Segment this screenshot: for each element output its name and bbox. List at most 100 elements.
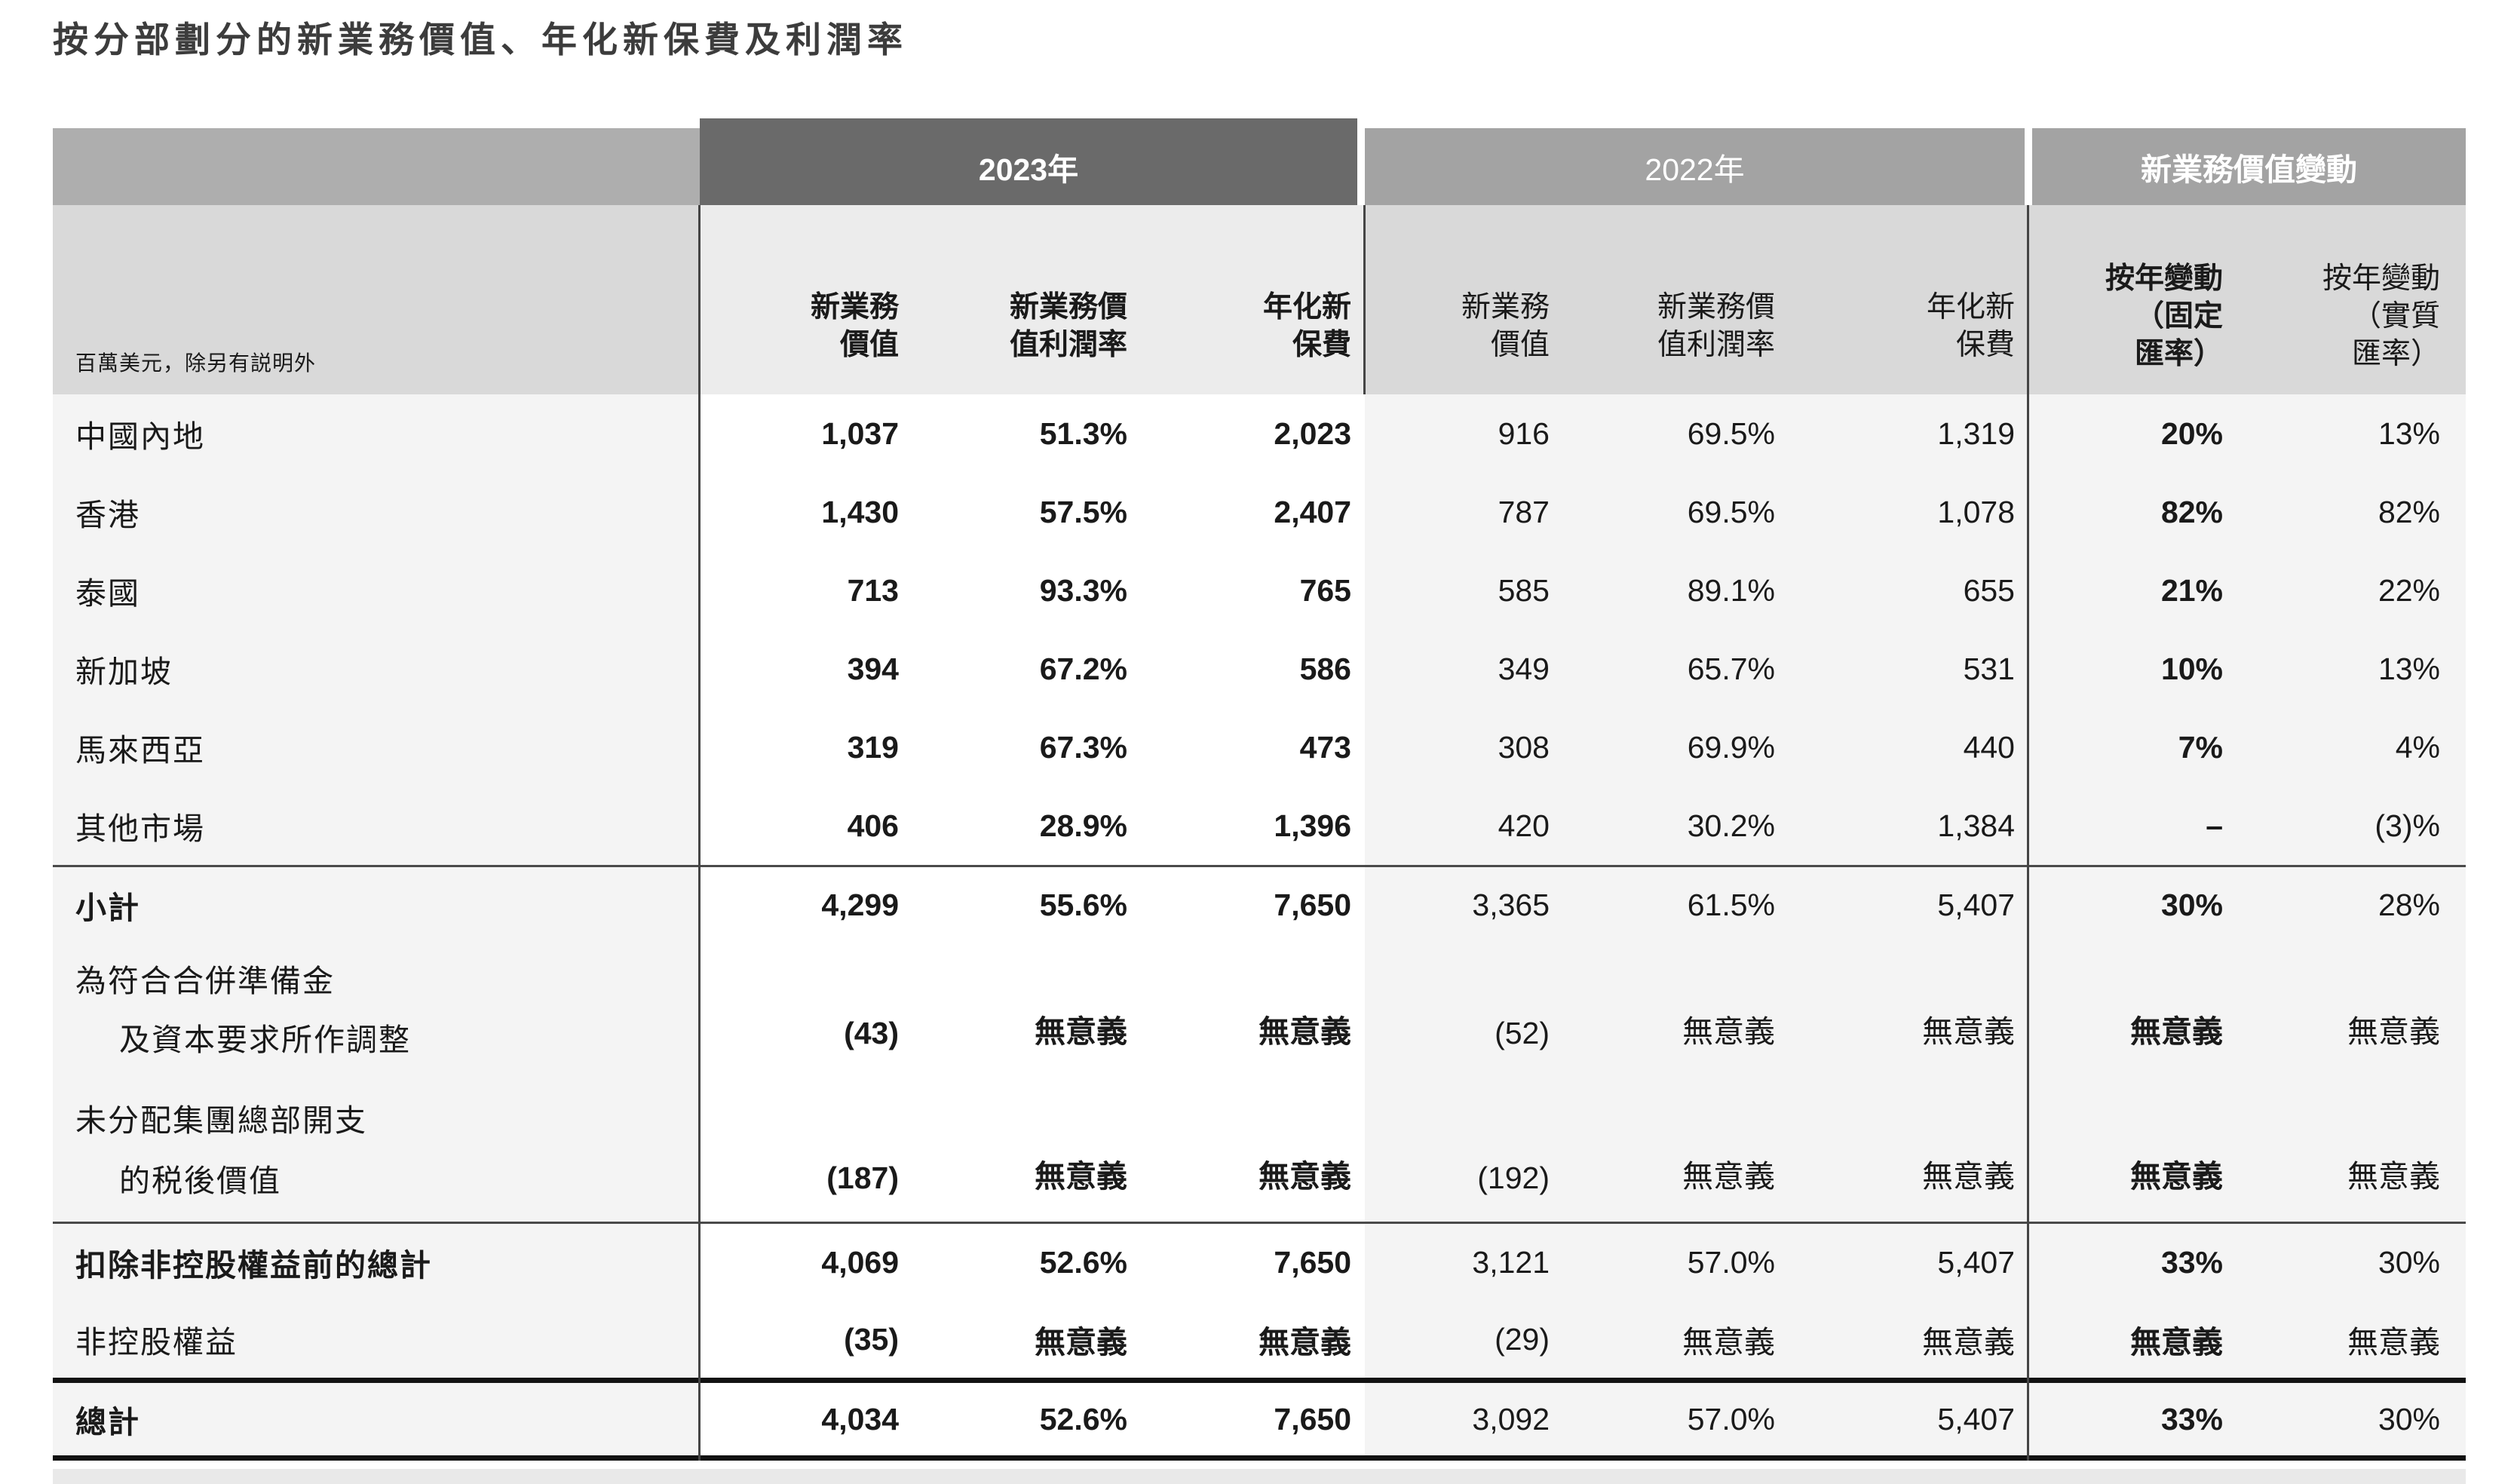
- row-label: 非控股權益: [53, 1301, 700, 1378]
- value-cell: 30%: [2028, 867, 2237, 943]
- value-cell: 5,407: [1789, 1383, 2028, 1455]
- column-divider: [2027, 205, 2029, 1461]
- value-cell: 69.9%: [1563, 708, 1789, 786]
- value-cell: 440: [1789, 708, 2028, 786]
- value-cell: 69.5%: [1563, 473, 1789, 551]
- table-row-total-before-nci: 扣除非控股權益前的總計 4,069 52.6% 7,650 3,121 57.0…: [53, 1224, 2466, 1301]
- value-cell: 916: [1365, 394, 1563, 473]
- col-group-2023: 2023年: [700, 118, 1357, 205]
- row-divider: [53, 865, 2466, 867]
- value-cell: 655: [1789, 551, 2028, 630]
- row-label: 馬來西亞: [53, 708, 700, 786]
- row-label: 泰國: [53, 551, 700, 630]
- value-cell: 20%: [2028, 394, 2237, 473]
- value-cell: 13%: [2237, 630, 2466, 708]
- value-cell: 52.6%: [912, 1224, 1141, 1301]
- value-cell: 13%: [2237, 394, 2466, 473]
- table-row-subtotal: 小計 4,299 55.6% 7,650 3,365 61.5% 5,407 3…: [53, 867, 2466, 943]
- value-cell: 319: [700, 708, 912, 786]
- value-cell: 4,069: [700, 1224, 912, 1301]
- row-label: 扣除非控股權益前的總計: [53, 1224, 700, 1301]
- row-label: 其他市場: [53, 786, 700, 865]
- value-cell: 765: [1141, 551, 1365, 630]
- value-cell: 4,299: [700, 867, 912, 943]
- value-cell: 93.3%: [912, 551, 1141, 630]
- table-row-nci: 非控股權益 (35) 無意義 無意義 (29) 無意義 無意義 無意義 無意義: [53, 1301, 2466, 1378]
- value-cell: 713: [700, 551, 912, 630]
- value-cell: 1,319: [1789, 394, 2028, 473]
- value-cell: 473: [1141, 708, 1365, 786]
- value-cell: 420: [1365, 786, 1563, 865]
- value-cell: 5,407: [1789, 1224, 2028, 1301]
- value-cell: 無意義: [2237, 943, 2466, 1071]
- value-cell: 無意義: [1563, 943, 1789, 1071]
- value-cell: 1,078: [1789, 473, 2028, 551]
- value-cell: 67.3%: [912, 708, 1141, 786]
- value-cell: 308: [1365, 708, 1563, 786]
- value-cell: –: [2028, 786, 2237, 865]
- value-cell: (43): [700, 943, 912, 1071]
- value-cell: 無意義: [1563, 1071, 1789, 1222]
- bottom-band: [53, 1469, 2466, 1484]
- value-cell: 52.6%: [912, 1383, 1141, 1455]
- value-cell: 531: [1789, 630, 2028, 708]
- value-cell: 55.6%: [912, 867, 1141, 943]
- table-row-malaysia: 馬來西亞 319 67.3% 473 308 69.9% 440 7% 4%: [53, 708, 2466, 786]
- value-cell: 1,430: [700, 473, 912, 551]
- table-row-unallocated-expenses: 未分配集團總部開支 的税後價值 (187) 無意義 無意義 (192) 無意義 無…: [53, 1071, 2466, 1222]
- value-cell: 5,407: [1789, 867, 2028, 943]
- value-cell: 無意義: [1141, 943, 1365, 1071]
- value-cell: 無意義: [1789, 1071, 2028, 1222]
- value-cell: (35): [700, 1301, 912, 1378]
- total-rule-bottom: [53, 1455, 2466, 1461]
- value-cell: 7,650: [1141, 1224, 1365, 1301]
- value-cell: 61.5%: [1563, 867, 1789, 943]
- value-cell: 無意義: [2237, 1071, 2466, 1222]
- column-header-yoy-aer: 按年變動 （實質 匯率）: [2237, 205, 2466, 394]
- value-cell: 586: [1141, 630, 1365, 708]
- value-cell: 65.7%: [1563, 630, 1789, 708]
- value-cell: (187): [700, 1071, 912, 1222]
- value-cell: 無意義: [1141, 1071, 1365, 1222]
- value-cell: 33%: [2028, 1383, 2237, 1455]
- row-label: 中國內地: [53, 394, 700, 473]
- value-cell: 30.2%: [1563, 786, 1789, 865]
- value-cell: 21%: [2028, 551, 2237, 630]
- value-cell: (192): [1365, 1071, 1563, 1222]
- value-cell: 無意義: [912, 1071, 1141, 1222]
- column-header-yoy-cer: 按年變動 （固定 匯率）: [2028, 205, 2237, 394]
- value-cell: 7,650: [1141, 867, 1365, 943]
- row-divider: [53, 1222, 2466, 1224]
- total-rule-top: [53, 1378, 2466, 1383]
- table-row-mainland-china: 中國內地 1,037 51.3% 2,023 916 69.5% 1,319 2…: [53, 394, 2466, 473]
- column-header-nbv-2023: 新業務 價值: [700, 205, 912, 394]
- value-cell: 無意義: [912, 1301, 1141, 1378]
- value-cell: 4,034: [700, 1383, 912, 1455]
- value-cell: 394: [700, 630, 912, 708]
- value-cell: 7,650: [1141, 1383, 1365, 1455]
- value-cell: (3)%: [2237, 786, 2466, 865]
- value-cell: 349: [1365, 630, 1563, 708]
- row-label: 為符合合併準備金 及資本要求所作調整: [53, 943, 700, 1071]
- value-cell: 1,396: [1141, 786, 1365, 865]
- value-cell: 30%: [2237, 1224, 2466, 1301]
- column-header-margin-2023: 新業務價 值利潤率: [912, 205, 1141, 394]
- table-group-header-row: 2023年 2022年 新業務價值變動: [53, 118, 2466, 205]
- value-cell: 28.9%: [912, 786, 1141, 865]
- header-gap: [2025, 118, 2032, 205]
- value-cell: 3,121: [1365, 1224, 1563, 1301]
- segment-table: 2023年 2022年 新業務價值變動 百萬美元，除另有説明外 新業務 價值 新業…: [53, 118, 2466, 1461]
- unit-note: 百萬美元，除另有説明外: [53, 205, 700, 394]
- value-cell: 82%: [2237, 473, 2466, 551]
- column-header-nbv-2022: 新業務 價值: [1365, 205, 1563, 394]
- value-cell: 無意義: [2237, 1301, 2466, 1378]
- value-cell: 585: [1365, 551, 1563, 630]
- value-cell: 無意義: [1141, 1301, 1365, 1378]
- value-cell: 7%: [2028, 708, 2237, 786]
- value-cell: 無意義: [2028, 1301, 2237, 1378]
- value-cell: 1,037: [700, 394, 912, 473]
- page-title: 按分部劃分的新業務價值、年化新保費及利潤率: [53, 20, 908, 60]
- row-label: 總計: [53, 1383, 700, 1455]
- table-row-thailand: 泰國 713 93.3% 765 585 89.1% 655 21% 22%: [53, 551, 2466, 630]
